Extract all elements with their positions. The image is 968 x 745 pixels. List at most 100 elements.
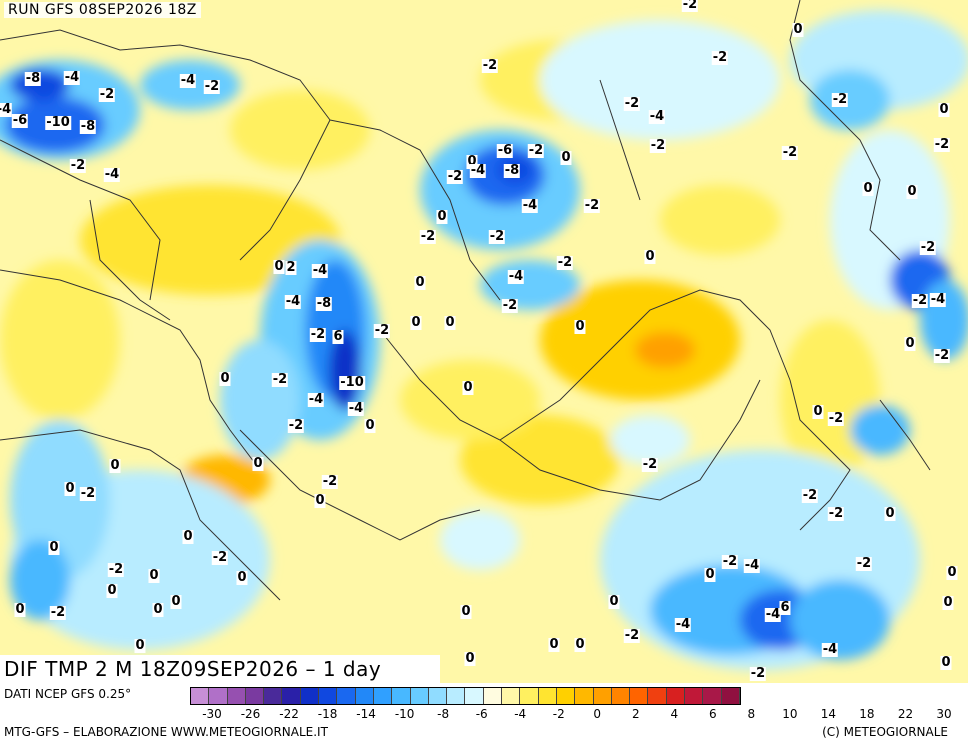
contour-label: -4 [821, 642, 839, 657]
contour-label: -2 [309, 327, 327, 342]
variable-title: DIF TMP 2 M 18Z09SEP2026 – 1 day [0, 655, 440, 683]
contour-label: -2 [527, 143, 545, 158]
contour-label: 0 [704, 567, 716, 582]
colorbar-tick-label: -6 [475, 707, 488, 721]
contour-label: 0 [904, 336, 916, 351]
credit-right: (C) METEOGIORNALE [822, 725, 948, 739]
colorbar-tick-label: -10 [394, 707, 415, 721]
contour-label: 0 [812, 404, 824, 419]
colorbar-swatch [575, 688, 594, 704]
map-field [0, 0, 968, 683]
colorbar-swatch [355, 688, 374, 704]
contour-label: -2 [711, 50, 729, 65]
colorbar-tick-label: -30 [202, 707, 222, 721]
contour-label: -10 [45, 115, 71, 130]
colorbar-swatch [191, 688, 210, 704]
colorbar-swatch [685, 688, 704, 704]
colorbar-tick-label: -14 [356, 707, 376, 721]
contour-label: -4 [743, 558, 761, 573]
colorbar-swatch [373, 688, 393, 704]
contour-label: -4 [179, 73, 197, 88]
contour-label: -2 [49, 605, 67, 620]
colorbar-tick-label: 30 [936, 707, 952, 721]
colorbar-tick-label: 2 [631, 707, 640, 721]
colorbar-swatch [630, 688, 649, 704]
contour-label: 0 [608, 594, 620, 609]
contour-label: -2 [556, 255, 574, 270]
colorbar-swatch [227, 688, 246, 704]
colorbar-swatch [483, 688, 503, 704]
contour-label: -4 [929, 292, 947, 307]
colorbar-tick-label: 22 [897, 707, 914, 721]
contour-label: 0 [464, 651, 476, 666]
contour-label: -2 [681, 0, 699, 12]
contour-label: 0 [109, 458, 121, 473]
contour-label: 0 [148, 568, 160, 583]
contour-label: -2 [623, 96, 641, 111]
contour-label: 0 [942, 595, 954, 610]
colorbar-swatch [319, 688, 338, 704]
contour-label: -2 [919, 240, 937, 255]
contour-label: -2 [641, 457, 659, 472]
colorbar-swatch [611, 688, 631, 704]
contour-label: 0 [946, 565, 958, 580]
contour-label: -4 [674, 617, 692, 632]
contour-label: -2 [98, 87, 116, 102]
colorbar-swatch [245, 688, 265, 704]
data-source: DATI NCEP GFS 0.25° [4, 687, 132, 701]
contour-label: 6 [332, 329, 344, 344]
contour-label: -6 [11, 113, 29, 128]
colorbar-swatch [392, 688, 411, 704]
contour-label: -2 [827, 506, 845, 521]
contour-label: -4 [0, 103, 13, 117]
colorbar-tick-label: 14 [820, 707, 837, 721]
contour-label: -2 [79, 486, 97, 501]
contour-label: -2 [801, 488, 819, 503]
contour-label: 0 [444, 315, 456, 330]
contour-label: -2 [933, 137, 951, 152]
contour-label: -2 [481, 58, 499, 73]
contour-label: -2 [649, 138, 667, 153]
contour-label: 0 [436, 209, 448, 224]
contour-label: -2 [419, 229, 437, 244]
contour-label: 0 [48, 540, 60, 555]
contour-label: -4 [507, 269, 525, 284]
colorbar-ticks: -30 -26 -22 -18 -14 -10 -8 -6 -4 -2 0 2 4 6 8 10 14 18 22 3… [0, 707, 968, 721]
contour-label: -2 [373, 323, 391, 338]
contour-label: -2 [321, 474, 339, 489]
contour-label: 0 [364, 418, 376, 433]
contour-label: 0 [252, 456, 264, 471]
colorbar-swatch [666, 688, 686, 704]
contour-label: -2 [855, 556, 873, 571]
colorbar-swatch [556, 688, 576, 704]
contour-label: 0 [466, 154, 478, 169]
run-title: RUN GFS 08SEP2026 18Z [4, 2, 201, 18]
colorbar-tick-label: -8 [437, 707, 450, 721]
contour-label: 0 [906, 184, 918, 199]
contour-label: 0 [106, 583, 118, 598]
colorbar-swatch [337, 688, 356, 704]
colorbar-tick-label: 0 [593, 707, 602, 721]
contour-label: -2 [623, 628, 641, 643]
colorbar-tick-label: -26 [240, 707, 261, 721]
contour-label: -2 [271, 372, 289, 387]
contour-label: 0 [64, 481, 76, 496]
contour-label: -2 [287, 418, 305, 433]
colorbar-swatch [447, 688, 466, 704]
colorbar [190, 687, 741, 705]
contour-label: 0 [273, 259, 285, 274]
contour-label: -6 [496, 143, 514, 158]
colorbar-swatch [648, 688, 667, 704]
contour-label: -2 [911, 293, 929, 308]
colorbar-tick-label: 8 [747, 707, 756, 721]
contour-label: 0 [548, 637, 560, 652]
colorbar-tick-label: 18 [859, 707, 875, 721]
contour-label: -2 [583, 198, 601, 213]
contour-label: -2 [488, 229, 506, 244]
contour-label: 2 [285, 260, 297, 275]
contour-label: 0 [644, 249, 656, 264]
contour-label: 0 [182, 529, 194, 544]
colorbar-swatch [264, 688, 283, 704]
colorbar-swatch [520, 688, 539, 704]
colorbar-swatch [428, 688, 448, 704]
